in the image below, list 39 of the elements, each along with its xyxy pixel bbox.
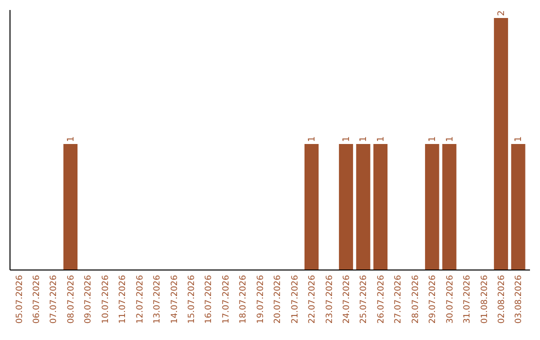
- x-tick-label: 25.07.2026: [359, 275, 370, 324]
- x-tick-label: 05.07.2026: [14, 275, 25, 324]
- x-tick-label: 22.07.2026: [308, 275, 318, 324]
- x-tick-label: 23.07.2026: [324, 275, 335, 324]
- x-tick-label: 18.07.2026: [238, 275, 249, 324]
- data-label: 1: [514, 136, 524, 142]
- x-tick-label: 01.08.2026: [480, 275, 490, 324]
- x-tick-label: 24.07.2026: [342, 275, 352, 324]
- x-tick-label: 09.07.2026: [84, 275, 94, 324]
- x-tick-label: 31.07.2026: [462, 275, 473, 324]
- x-tick-label: 02.08.2026: [496, 275, 507, 324]
- x-tick-label: 10.07.2026: [100, 275, 111, 324]
- data-label: 1: [376, 136, 386, 142]
- x-tick-label: 07.07.2026: [49, 275, 60, 324]
- x-tick-label: 26.07.2026: [376, 275, 386, 324]
- data-label: 1: [359, 136, 370, 142]
- x-tick-label: 08.07.2026: [66, 275, 76, 324]
- x-tick-label: 13.07.2026: [152, 275, 163, 324]
- x-tick-label: 29.07.2026: [428, 275, 438, 324]
- x-tick-label: 28.07.2026: [410, 275, 421, 324]
- data-label: 1: [428, 136, 438, 142]
- x-tick-label: 14.07.2026: [170, 275, 180, 324]
- data-label: 1: [66, 136, 76, 142]
- x-tick-label: 19.07.2026: [256, 275, 266, 324]
- x-tick-label: 17.07.2026: [221, 275, 232, 324]
- x-tick-label: 21.07.2026: [290, 275, 300, 324]
- data-label: 1: [308, 136, 318, 142]
- x-tick-label: 03.08.2026: [514, 275, 524, 324]
- x-tick-label: 11.07.2026: [118, 275, 128, 324]
- x-tick-label: 20.07.2026: [273, 275, 284, 324]
- x-tick-label: 16.07.2026: [204, 275, 214, 324]
- x-tick-label: 15.07.2026: [187, 275, 197, 324]
- x-tick-label: 27.07.2026: [394, 275, 404, 324]
- x-tick-label: 12.07.2026: [135, 275, 146, 324]
- x-tick-label: 30.07.2026: [445, 275, 456, 324]
- x-tick-label: 06.07.2026: [32, 275, 42, 324]
- data-label: 1: [445, 136, 456, 142]
- data-label: 2: [496, 10, 507, 16]
- data-label: 1: [342, 136, 352, 142]
